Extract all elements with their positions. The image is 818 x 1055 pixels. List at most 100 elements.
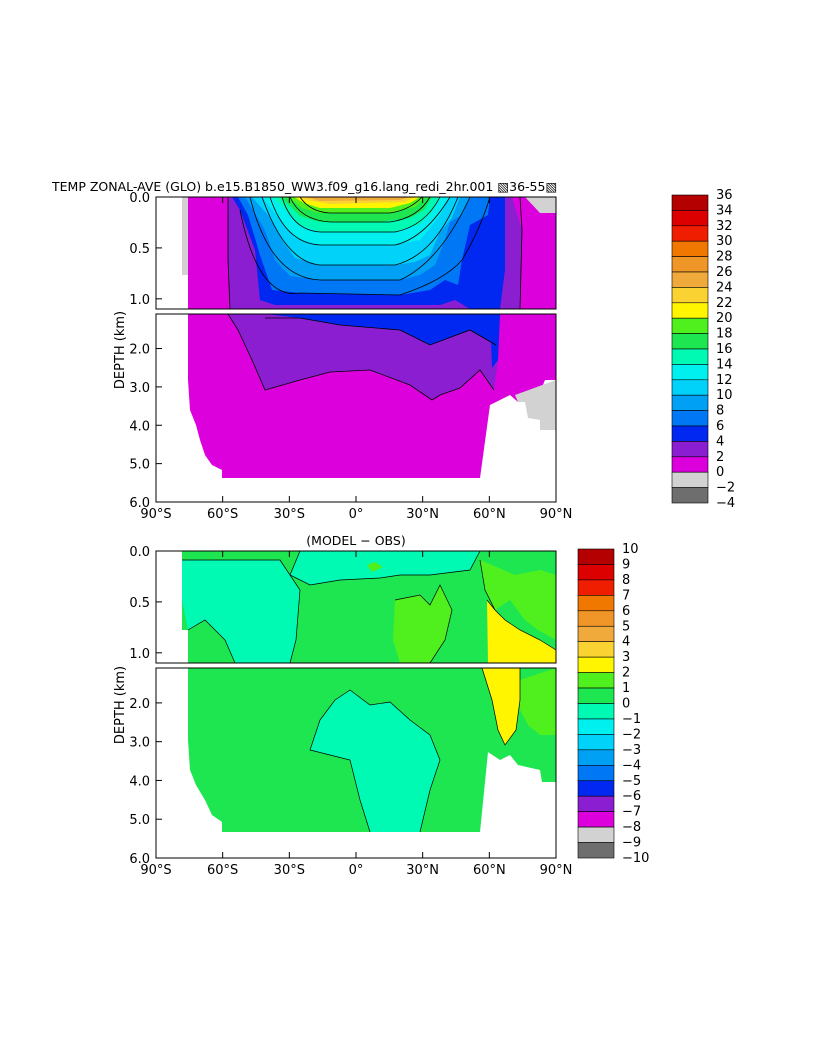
colorbar-label: 7 — [622, 588, 630, 603]
colorbar-swatch — [671, 302, 709, 319]
panel-temperature: TEMP ZONAL-AVE (GLO) b.e15.B1850_WW3.f09… — [51, 179, 735, 522]
colorbar-swatch — [671, 425, 709, 442]
colorbar-label: 14 — [716, 357, 733, 372]
colorbar-label: 4 — [622, 635, 630, 650]
colorbar-label: 0 — [622, 697, 630, 712]
colorbar-swatch — [671, 333, 709, 350]
y-tick-label: 4.0 — [129, 419, 150, 434]
colorbar-label: −7 — [622, 805, 641, 820]
colorbar-label: 34 — [716, 203, 733, 218]
colorbar-label: 3 — [622, 650, 630, 665]
y-tick: 2.0 — [129, 343, 162, 358]
colorbar-swatch — [577, 780, 615, 797]
colorbar-label: 6 — [716, 419, 724, 434]
x-tick-label: 60°S — [207, 507, 238, 522]
x-tick-label: 60°N — [473, 863, 506, 878]
y-tick-label: 1.0 — [129, 647, 150, 662]
colorbar-label: 10 — [716, 388, 733, 403]
y-tick-label: 2.0 — [129, 343, 150, 358]
colorbar-label: 10 — [622, 542, 639, 557]
colorbar-swatch — [671, 194, 709, 211]
colorbar-swatch — [577, 579, 615, 596]
x-tick-label: 60°N — [473, 507, 506, 522]
colorbar-label: 12 — [716, 373, 733, 388]
x-tick: 30°N — [406, 551, 439, 878]
x-tick: 90°N — [540, 551, 573, 878]
colorbar-label: 0 — [716, 465, 724, 480]
panel-bias: (MODEL − OBS) — [113, 533, 649, 878]
colorbar-label: −2 — [622, 727, 641, 742]
y-tick: 3.0 — [129, 736, 162, 751]
colorbar-label: 32 — [716, 219, 733, 234]
x-ticks-bias: 90°S 60°S 30°S 0° 30°N 60°N 90°N — [140, 551, 572, 878]
colorbar-swatch — [577, 548, 615, 565]
y-tick-label: 3.0 — [129, 736, 150, 751]
colorbar-swatch — [577, 795, 615, 812]
colorbar-swatch — [577, 656, 615, 673]
colorbar-swatch — [577, 610, 615, 627]
colorbar-label: −8 — [622, 820, 641, 835]
colorbar-label: 9 — [622, 557, 630, 572]
x-tick-label: 90°S — [140, 507, 171, 522]
colorbar-label: −2 — [716, 481, 735, 496]
y-tick: 1.0 — [129, 647, 162, 662]
x-tick-label: 90°N — [540, 863, 573, 878]
colorbar-swatch — [577, 826, 615, 843]
colorbar-swatch — [671, 441, 709, 458]
x-tick: 60°S — [207, 197, 238, 522]
x-tick-label: 30°S — [274, 507, 305, 522]
colorbar-swatch — [671, 487, 709, 504]
y-ticks-bias: 0.0 0.5 1.0 2.0 3.0 4.0 5.0 6.0 — [129, 545, 162, 867]
colorbar-label: −6 — [622, 789, 641, 804]
colorbar-label: 16 — [716, 342, 733, 357]
y-tick-label: 3.0 — [129, 381, 150, 396]
x-tick: 60°N — [473, 551, 506, 878]
x-tick-label: 0° — [349, 863, 364, 878]
x-tick: 60°N — [473, 197, 506, 522]
colorbar-swatch — [671, 317, 709, 334]
colorbar-label: 28 — [716, 250, 733, 265]
temp-upper-section — [155, 196, 557, 310]
colorbar-label: 22 — [716, 296, 733, 311]
y-tick: 4.0 — [129, 419, 162, 434]
x-tick-label: 90°N — [540, 507, 573, 522]
colorbar-swatch — [671, 471, 709, 488]
colorbar-label: −1 — [622, 712, 641, 727]
colorbar-swatch — [671, 379, 709, 396]
y-tick: 0.5 — [129, 242, 162, 257]
colorbar-swatch — [577, 842, 615, 859]
x-tick-label: 60°S — [207, 863, 238, 878]
y-tick: 1.0 — [129, 293, 162, 308]
y-tick-label: 5.0 — [129, 813, 150, 828]
colorbar-swatch — [671, 394, 709, 411]
colorbar-swatch — [577, 734, 615, 751]
colorbar-label: 18 — [716, 327, 733, 342]
colorbar-swatch — [671, 364, 709, 381]
x-tick-label: 30°N — [406, 863, 439, 878]
y-axis-label-temperature: DEPTH (km) — [113, 311, 128, 389]
colorbar-swatch — [577, 564, 615, 581]
x-ticks-temperature: 90°S 60°S 30°S 0° 30°N 60°N 90°N — [140, 197, 572, 522]
colorbar-label: −5 — [622, 774, 641, 789]
x-tick-label: 30°S — [274, 863, 305, 878]
colorbar-swatch — [671, 287, 709, 304]
x-tick: 90°S — [140, 197, 172, 522]
x-tick: 90°N — [540, 197, 573, 522]
colorbar-swatch — [671, 271, 709, 288]
x-tick: 30°S — [274, 197, 305, 522]
colorbar-swatch — [577, 687, 615, 704]
y-tick-label: 0.0 — [129, 191, 150, 206]
colorbar-swatch — [577, 718, 615, 735]
colorbar-label: −3 — [622, 743, 641, 758]
x-tick: 30°S — [274, 551, 305, 878]
x-tick: 90°S — [140, 551, 172, 878]
y-tick: 0.0 — [129, 191, 162, 206]
colorbar-label: −4 — [716, 496, 735, 511]
y-tick: 6.0 — [129, 496, 162, 511]
y-tick: 0.0 — [129, 545, 162, 560]
colorbar-swatch — [577, 811, 615, 828]
colorbar-label: 24 — [716, 280, 733, 295]
colorbar-swatch — [577, 641, 615, 658]
